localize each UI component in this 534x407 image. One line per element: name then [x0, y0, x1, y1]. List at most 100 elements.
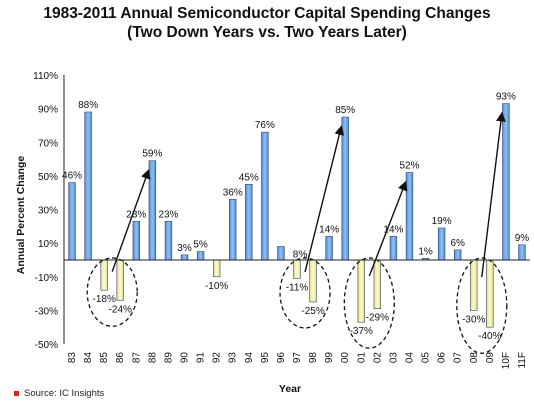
data-label-02: -29%	[366, 313, 389, 324]
chart-subtitle: (Two Down Years vs. Two Years Later)	[127, 24, 407, 41]
data-label-09: -40%	[478, 331, 501, 342]
x-tick-label: 04	[404, 352, 415, 364]
x-tick-label: 05	[421, 352, 432, 364]
data-label-92: -10%	[205, 281, 228, 292]
data-label-98: -25%	[301, 306, 324, 317]
x-tick-label: 08	[469, 352, 480, 364]
y-tick-label: 10%	[38, 239, 58, 250]
bar-95	[261, 131, 269, 261]
x-tick-label: 87	[131, 352, 142, 364]
x-tick-label: 98	[308, 352, 319, 364]
y-tick-label: 90%	[38, 105, 58, 116]
y-tick-label: 70%	[38, 138, 58, 149]
x-tick-label: 03	[388, 352, 399, 364]
bar-03	[389, 236, 398, 261]
data-label-87: 23%	[126, 209, 146, 220]
bar-87	[132, 220, 140, 261]
data-label-00: 85%	[335, 105, 355, 116]
bar-90	[180, 254, 189, 261]
y-axis-label: Annual Percent Change	[15, 156, 27, 275]
bar-07	[454, 249, 462, 261]
source-text: Source: IC Insights	[24, 388, 105, 399]
bar-99	[325, 236, 333, 261]
data-label-03: 14%	[383, 224, 403, 235]
x-tick-label: 86	[115, 352, 126, 364]
x-tick-label: 96	[276, 352, 287, 364]
x-tick-label: 00	[340, 352, 351, 364]
source-bullet-icon	[14, 390, 19, 396]
bar-85	[100, 259, 108, 291]
y-tick-label: 110%	[33, 71, 58, 82]
data-label-95: 76%	[255, 120, 275, 131]
bar-88	[148, 160, 157, 261]
data-label-01: -37%	[350, 326, 373, 337]
data-label-05: 1%	[418, 246, 433, 257]
bar-00	[341, 116, 349, 261]
bar-94	[245, 183, 253, 261]
x-tick-label: 92	[212, 352, 223, 364]
bar-01	[357, 259, 365, 323]
data-label-06: 19%	[432, 216, 452, 227]
x-tick-label: 85	[99, 352, 110, 364]
x-tick-label: 10F	[501, 352, 512, 369]
x-tick-label: 07	[453, 352, 464, 364]
bar-89	[164, 220, 173, 261]
bar-04	[405, 172, 414, 261]
x-tick-label: 99	[324, 352, 335, 364]
data-label-83: 46%	[62, 171, 82, 182]
x-tick-label: 83	[67, 352, 78, 364]
x-tick-label: 93	[228, 352, 239, 364]
x-tick-label: 97	[292, 352, 303, 364]
x-axis-label: Year	[279, 383, 301, 395]
down-years-circle	[456, 257, 508, 354]
bar-10F	[502, 103, 510, 261]
bar-06	[437, 227, 446, 261]
down-years-circle	[343, 257, 395, 349]
data-label-89: 23%	[158, 209, 178, 220]
x-tick-label: 11F	[517, 352, 528, 369]
recovery-arrow	[111, 168, 151, 272]
bar-93	[229, 199, 237, 261]
x-tick-label: 01	[356, 352, 367, 364]
x-axis-tick-labels: 83 84 85 86 87 88 89 90 91 92 93 94 95 96 97 98 99 00 01 02…	[67, 352, 528, 370]
y-tick-label: 50%	[38, 172, 58, 183]
data-label-04: 52%	[399, 161, 419, 172]
x-tick-label: 89	[163, 352, 174, 364]
down-years-circle	[86, 257, 138, 327]
bar-96	[277, 246, 285, 261]
recovery-arrow	[481, 111, 506, 278]
bar-91	[196, 251, 205, 261]
source-note: Source: IC Insights	[14, 388, 104, 399]
data-label-85: -18%	[92, 294, 115, 305]
data-label-84: 88%	[78, 100, 98, 111]
bar-08	[470, 259, 478, 311]
data-label-91: 5%	[193, 240, 208, 251]
data-label-88: 59%	[142, 149, 162, 160]
chart-title: 1983-2011 Annual Semiconductor Capital S…	[0, 4, 534, 42]
data-label-11F: 9%	[515, 233, 530, 244]
bar-02	[373, 259, 382, 309]
annotations	[86, 111, 508, 354]
bar-84	[84, 111, 92, 261]
data-label-07: 6%	[450, 238, 465, 249]
data-labels: 46% 88% -18%-24% 23% 59% 23% 3% 5% -10% 36% 45% 76%…	[62, 92, 529, 343]
data-label-86: -24%	[109, 304, 132, 315]
y-tick-label: -30%	[35, 306, 58, 317]
x-tick-label: 88	[147, 352, 158, 364]
bar-83	[68, 182, 76, 261]
data-label-94: 45%	[239, 172, 259, 183]
bars	[68, 103, 526, 328]
y-tick-label: 30%	[38, 206, 58, 217]
chart-title-line: 1983-2011 Annual Semiconductor Capital S…	[43, 5, 491, 22]
data-label-10F: 93%	[496, 92, 516, 103]
x-tick-label: 94	[244, 352, 255, 364]
data-label-97: -11%	[286, 282, 309, 293]
data-label-08: -30%	[462, 314, 485, 325]
bar-09	[486, 259, 494, 328]
y-tick-label: -10%	[35, 273, 58, 284]
bar-86	[116, 259, 124, 301]
x-tick-label: 90	[180, 352, 191, 364]
y-tick-label: -50%	[35, 340, 58, 351]
bar-11F	[518, 244, 526, 261]
